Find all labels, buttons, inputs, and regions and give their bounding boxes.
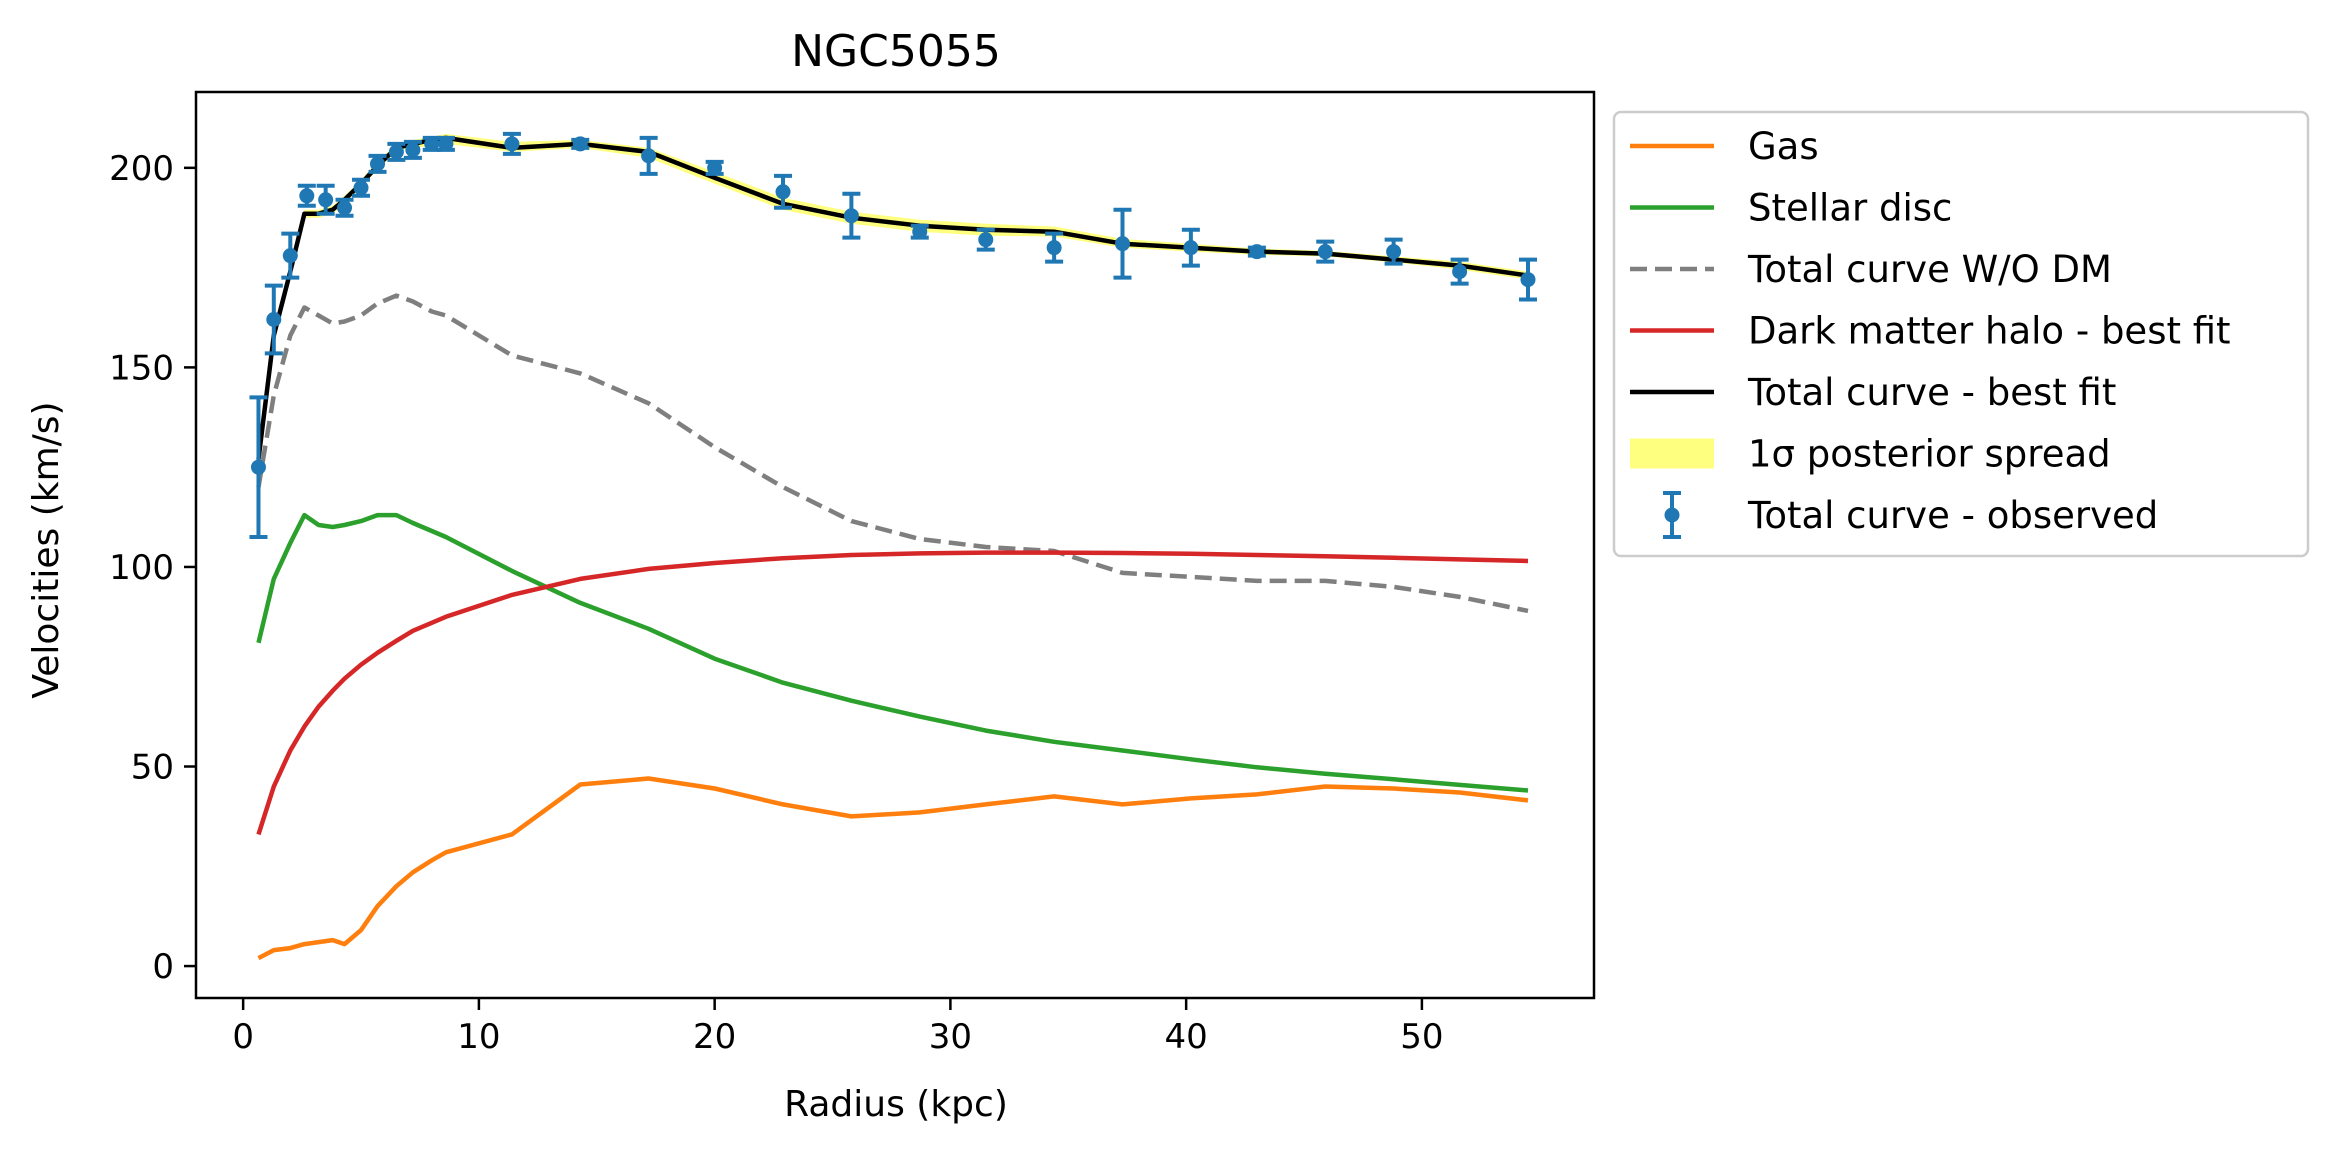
observed-point	[403, 139, 422, 160]
series-line-total-curve-w-o-dm	[256, 293, 1529, 614]
observed-point	[1518, 257, 1537, 302]
observed-marker	[707, 160, 723, 176]
observed-point	[1113, 207, 1132, 280]
observed-marker	[299, 188, 315, 204]
observed-marker	[978, 232, 994, 248]
observed-marker	[504, 136, 520, 152]
observed-marker	[424, 136, 440, 152]
legend-entry: 1σ posterior spread	[1630, 433, 2111, 476]
legend-entry: Total curve - observed	[1663, 491, 2158, 539]
observed-point	[639, 135, 658, 176]
observed-point	[249, 395, 268, 540]
observed-marker	[1249, 244, 1265, 260]
observed-point	[774, 173, 793, 210]
legend-label: Dark matter halo - best fit	[1748, 310, 2231, 353]
x-tick-label: 0	[232, 1017, 254, 1057]
observed-marker	[353, 180, 369, 196]
observed-point	[297, 183, 316, 208]
series-line-total-curve-best-fit	[256, 135, 1529, 460]
y-tick-label: 0	[152, 947, 174, 987]
observed-point	[1450, 257, 1469, 286]
legend: Gas Stellar disc Total curve W/O DM Dark ma…	[1612, 110, 2310, 558]
observed-marker	[282, 248, 298, 264]
observed-point	[422, 135, 441, 152]
observed-marker	[843, 208, 859, 224]
observed-point	[335, 197, 354, 218]
y-tick-label: 100	[109, 548, 174, 588]
observed-marker	[388, 144, 404, 160]
legend-entry: Total curve W/O DM	[1630, 248, 2112, 291]
observed-marker	[250, 459, 266, 475]
legend-label: Stellar disc	[1748, 187, 1952, 230]
legend-swatch-marker	[1664, 507, 1680, 523]
observed-marker	[1183, 240, 1199, 256]
legend-swatch-band	[1630, 438, 1714, 469]
axes-frame	[194, 90, 1596, 1000]
observed-marker	[641, 148, 657, 164]
observed-marker	[572, 136, 588, 152]
legend-label: Total curve W/O DM	[1747, 248, 2112, 291]
series-line-dark-matter-halo-best-fit	[256, 550, 1529, 836]
observed-point	[281, 231, 300, 280]
x-tick-label: 20	[693, 1017, 736, 1057]
x-tick-label: 10	[457, 1017, 500, 1057]
legend-label: Gas	[1748, 125, 1819, 168]
legend-entry: Gas	[1630, 125, 1819, 168]
y-tick-label: 50	[131, 748, 174, 788]
observed-point	[910, 223, 929, 240]
observed-marker	[1386, 244, 1402, 260]
y-tick-label: 200	[109, 149, 174, 189]
observed-marker	[318, 192, 334, 208]
x-tick-label: 50	[1400, 1017, 1443, 1057]
observed-point	[264, 283, 283, 356]
observed-point	[976, 227, 995, 252]
observed-point	[1384, 237, 1403, 266]
legend-label: Total curve - best fit	[1747, 371, 2116, 414]
observed-marker	[1046, 240, 1062, 256]
observed-marker	[1317, 244, 1333, 260]
legend-entry: Total curve - best fit	[1630, 371, 2116, 414]
observed-point	[1181, 227, 1200, 268]
x-tick-label: 30	[929, 1017, 972, 1057]
observed-point	[705, 159, 724, 176]
observed-marker	[337, 200, 353, 216]
y-tick-label: 150	[109, 348, 174, 388]
observed-point	[368, 153, 387, 174]
observed-marker	[370, 156, 386, 172]
plot-content	[249, 131, 1537, 961]
observed-point	[842, 191, 861, 240]
legend-entry: Dark matter halo - best fit	[1630, 310, 2231, 353]
y-axis-title: Velocities (km/s)	[26, 401, 67, 698]
observed-marker	[1114, 236, 1130, 252]
observed-marker	[438, 136, 454, 152]
posterior-band	[258, 133, 1528, 464]
legend-box	[1612, 110, 2310, 558]
observed-point	[1316, 239, 1335, 264]
observed-marker	[775, 184, 791, 200]
observed-point	[387, 141, 406, 162]
x-axis-title: Radius (kpc)	[784, 1084, 1008, 1125]
legend-label: Total curve - observed	[1747, 494, 2158, 537]
observed-marker	[1520, 272, 1536, 288]
observed-point	[436, 135, 455, 152]
observed-point	[316, 183, 335, 216]
observed-marker	[912, 224, 928, 240]
observed-marker	[266, 311, 282, 327]
legend-entry: Stellar disc	[1630, 187, 1952, 230]
series-line-gas	[257, 776, 1529, 961]
x-tick-label: 40	[1165, 1017, 1208, 1057]
observed-point	[1247, 244, 1266, 260]
observed-marker	[1452, 264, 1468, 280]
observed-point	[502, 131, 521, 156]
plot-area: 0 10 20 30 40 50 0 50 100 150 200	[109, 90, 1596, 1057]
observed-point	[1045, 231, 1064, 264]
observed-marker	[405, 142, 421, 158]
legend-label: 1σ posterior spread	[1748, 433, 2111, 476]
chart-title: NGC5055	[791, 26, 1001, 77]
observed-point	[352, 177, 371, 198]
series-line-stellar-disc	[256, 512, 1529, 793]
observed-point	[571, 136, 590, 152]
